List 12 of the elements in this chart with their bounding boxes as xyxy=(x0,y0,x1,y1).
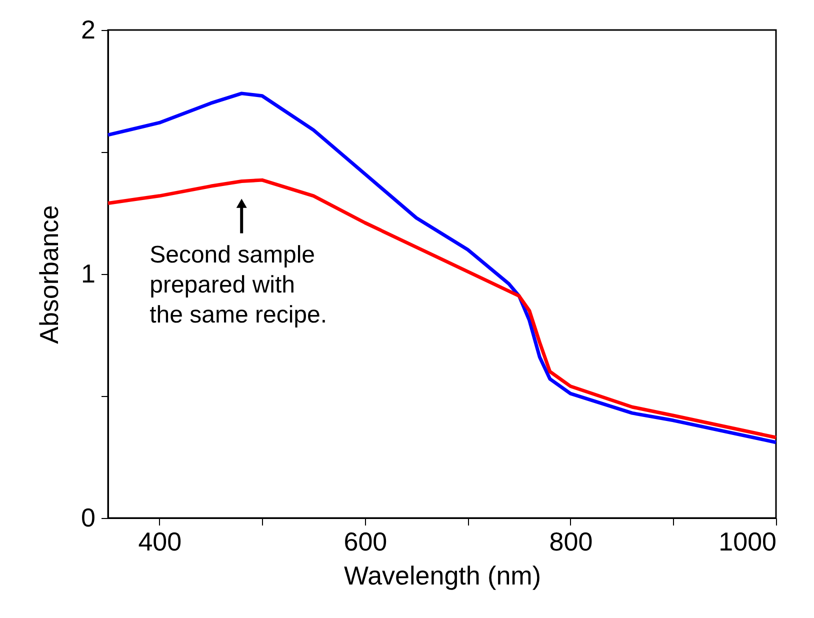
x-tick-label: 1000 xyxy=(718,526,776,556)
line-series xyxy=(106,178,778,440)
y-tick-label: 0 xyxy=(81,502,96,532)
y-tick-label: 1 xyxy=(81,258,96,288)
x-tick-label: 400 xyxy=(138,526,182,556)
y-tick-label: 2 xyxy=(81,14,96,44)
line-series xyxy=(106,92,778,444)
x-tick-label: 800 xyxy=(549,526,593,556)
x-tick-label: 600 xyxy=(344,526,388,556)
annotation: Second sample prepared with the same recipe. xyxy=(150,241,328,328)
y-axis-title: Absorbance xyxy=(34,205,64,344)
x-axis-title: Wavelength (nm) xyxy=(344,560,541,590)
